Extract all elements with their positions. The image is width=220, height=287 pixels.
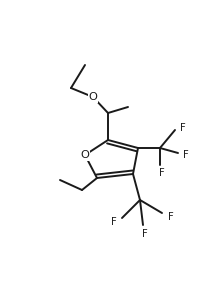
- Text: O: O: [89, 92, 97, 102]
- Text: O: O: [81, 150, 90, 160]
- Text: F: F: [111, 217, 117, 227]
- Text: F: F: [180, 123, 186, 133]
- Text: F: F: [142, 229, 148, 239]
- Text: F: F: [168, 212, 174, 222]
- Text: F: F: [183, 150, 189, 160]
- Text: F: F: [159, 168, 165, 178]
